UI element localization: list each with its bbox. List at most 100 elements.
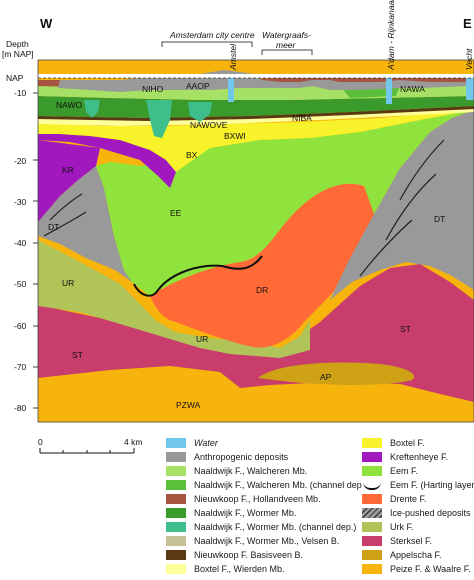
legend-item: Kreftenheye F. — [362, 450, 448, 463]
unit-label-bx: BX — [186, 150, 198, 160]
legend-swatch — [362, 493, 382, 504]
unit-label-dt-right: DT — [434, 214, 445, 224]
unit-anthropogenic — [58, 70, 470, 92]
axis-title-unit: [m NAP] — [2, 49, 34, 59]
legend-item: Nieuwkoop F. Basisveen B. — [166, 548, 303, 561]
legend-label: Urk F. — [390, 521, 414, 532]
unit-label-niho: NIHO — [142, 84, 164, 94]
depth-tick-label: -40 — [14, 238, 27, 248]
unit-ice-pushed-left — [38, 166, 132, 282]
legend-swatch — [166, 507, 186, 518]
unit-label-st-left: ST — [72, 350, 83, 360]
unit-water-vecht — [466, 78, 474, 100]
depth-tick-label: -70 — [14, 362, 27, 372]
depth-tick-label: -60 — [14, 321, 27, 331]
depth-tick-label: -30 — [14, 197, 27, 207]
unit-label-ap: AP — [320, 372, 332, 382]
label-amstel: Amstel — [228, 43, 238, 71]
legend-label: Drente F. — [390, 493, 427, 504]
unit-label-bxwi: BXWI — [224, 131, 246, 141]
depth-axis: -10 -20 -30 -40 -50 -60 -70 -80 — [14, 88, 27, 413]
depth-tick-label: -20 — [14, 156, 27, 166]
legend-item: Boxtel F. — [362, 436, 425, 449]
depth-tick-label: -50 — [14, 279, 27, 289]
legend-swatch — [166, 465, 186, 476]
depth-tick-label: -10 — [14, 88, 27, 98]
unit-wormer-channel-3 — [188, 102, 212, 122]
legend-label: Nieuwkoop F. Basisveen B. — [194, 549, 304, 560]
legend-label: Peize F. & Waalre F. — [390, 563, 471, 574]
legend-swatch-line — [362, 479, 382, 490]
legend-item: Peize F. & Waalre F. — [362, 562, 471, 575]
legend-item: Eem F. — [362, 464, 418, 477]
legend-item: Boxtel F., Wierden Mb. — [166, 562, 285, 575]
unit-appelscha — [258, 362, 415, 385]
west-label: W — [40, 16, 53, 31]
scale-bar: 0 4 km — [38, 437, 142, 454]
scale-zero: 0 — [38, 437, 43, 447]
label-amsterdam-centre: Amsterdam city centre — [169, 30, 255, 40]
legend-swatch — [362, 535, 382, 546]
legend-label: Naaldwijk F., Walcheren Mb. (channel dep… — [194, 479, 368, 490]
legend-item: Eem F. (Harting layer) — [362, 478, 474, 491]
unit-label-niba: NIBA — [292, 113, 312, 123]
legend-label: Naaldwijk F., Wormer Mb. — [194, 507, 297, 518]
unit-water-canal — [386, 78, 392, 104]
legend-swatch — [362, 465, 382, 476]
label-adam-rijnkanaal: A'dam - Rijnkanaal — [386, 0, 396, 71]
unit-drente — [150, 183, 376, 348]
depth-axis-ticks — [33, 92, 38, 409]
unit-label-st-right: ST — [400, 324, 411, 334]
legend-item: Ice-pushed deposits — [362, 506, 471, 519]
unit-wormer-channel-2 — [146, 100, 172, 138]
legend-label: Boxtel F. — [390, 437, 425, 448]
legend-swatch — [166, 451, 186, 462]
legend-item: Naaldwijk F., Walcheren Mb. (channel dep… — [166, 478, 367, 491]
legend-item: Naaldwijk F., Walcheren Mb. — [166, 464, 307, 477]
scale-four-km: 4 km — [124, 437, 142, 447]
bracket-amsterdam-centre — [161, 41, 253, 47]
legend-label: Eem F. (Harting layer) — [390, 479, 474, 490]
legend-swatch — [362, 521, 382, 532]
unit-label-ur-left: UR — [62, 278, 74, 288]
unit-ice-pushed-right — [330, 110, 474, 300]
legend-swatch — [166, 437, 186, 448]
unit-basisveen — [38, 106, 474, 121]
legend-item: Appelscha F. — [362, 548, 442, 561]
unit-label-nawo: NAWO — [56, 100, 83, 110]
ice-pushed-marks — [43, 139, 445, 277]
bracket-watergraafsmeer — [261, 49, 313, 55]
unit-label-kr: KR — [62, 165, 74, 175]
legend-swatch — [362, 451, 382, 462]
legend-item: Sterksel F. — [362, 534, 432, 547]
unit-label-ee: EE — [170, 208, 182, 218]
legend-label: Naaldwijk F., Wormer Mb. (channel dep.) — [194, 521, 357, 532]
legend-item: Water — [166, 436, 218, 449]
unit-wormer-channel-1 — [84, 100, 100, 118]
unit-water-amstel — [228, 78, 234, 102]
nap-label: NAP — [6, 73, 24, 83]
legend-label: Eem F. — [390, 465, 419, 476]
legend-swatch — [362, 563, 382, 574]
legend-swatch — [362, 549, 382, 560]
legend-label: Naaldwijk F., Walcheren Mb. — [194, 465, 308, 476]
legend-label: Water — [194, 437, 218, 448]
legend-label: Boxtel F., Wierden Mb. — [194, 563, 285, 574]
legend-swatch-hatch — [362, 507, 382, 518]
unit-wierden — [38, 108, 474, 126]
unit-label-ur-mid: UR — [196, 334, 208, 344]
legend-item: Anthropogenic deposits — [166, 450, 288, 463]
legend-item: Naaldwijk F., Wormer Mb. — [166, 506, 296, 519]
legend-swatch — [166, 493, 186, 504]
legend-item: Drente F. — [362, 492, 427, 505]
legend-item: Naaldwijk F., Wormer Mb. (channel dep.) — [166, 520, 356, 533]
unit-label-dr: DR — [256, 285, 268, 295]
legend-label: Naaldwijk F., Wormer Mb., Velsen B. — [194, 535, 340, 546]
legend-label: Appelscha F. — [390, 549, 442, 560]
depth-tick-label: -80 — [14, 403, 27, 413]
unit-boxtel — [38, 110, 474, 172]
legend-label: Anthropogenic deposits — [194, 451, 289, 462]
label-watergraafsmeer-2: meer — [276, 40, 297, 50]
legend-swatch — [166, 521, 186, 532]
